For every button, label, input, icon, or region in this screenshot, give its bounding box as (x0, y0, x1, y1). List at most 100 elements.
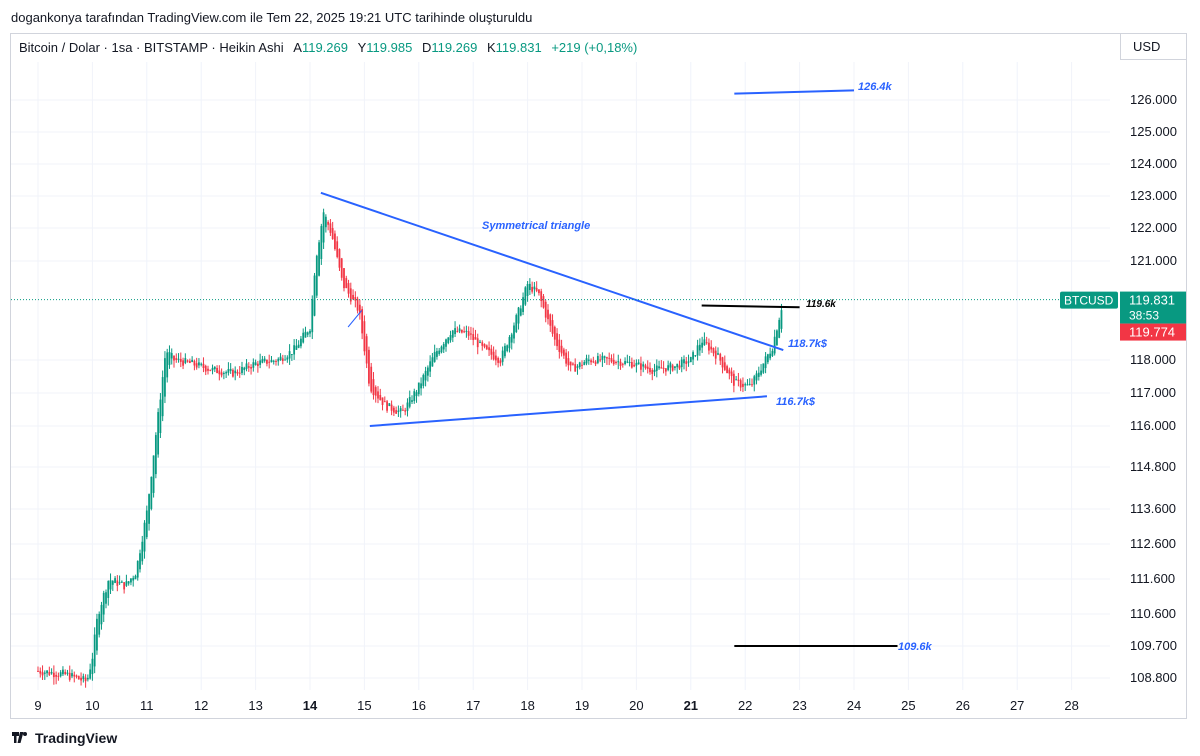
candle-body (84, 677, 87, 682)
candle-body (377, 391, 379, 399)
candle-body (302, 332, 305, 343)
candle-body (578, 362, 581, 368)
candle-body (551, 320, 554, 334)
candle-body (692, 352, 694, 360)
candle-body (270, 359, 273, 363)
candle-body (41, 672, 44, 676)
candle-body (624, 361, 626, 365)
candle-body (596, 356, 599, 363)
candle-body (732, 373, 735, 386)
candle-body (565, 352, 568, 364)
triangle-upper-trendline (320, 191, 784, 352)
candle-body (628, 361, 631, 363)
chart-frame (10, 33, 1187, 719)
upper-trendline-label: 118.7k$ (788, 338, 828, 350)
candle-body (667, 365, 670, 370)
candle-body (343, 268, 345, 289)
chart-attribution: dogankonya tarafından TradingView.com il… (11, 10, 533, 25)
candle-body (599, 359, 602, 361)
candle-body (445, 339, 447, 347)
candle-body (73, 674, 76, 677)
candle-body (132, 577, 135, 581)
candle-body (515, 315, 518, 333)
candle-body (413, 391, 416, 402)
candle-body (553, 326, 556, 340)
candle-body (48, 671, 51, 675)
candle-body (125, 581, 128, 586)
candle-body (57, 675, 60, 677)
candle-body (336, 241, 339, 257)
candle-body (356, 298, 359, 311)
candle-body (440, 346, 443, 353)
price-tick-label: 110.600 (1130, 606, 1176, 621)
candle-body (334, 233, 336, 250)
candle-body (277, 358, 280, 362)
candle-body (499, 360, 502, 364)
close-value: 119.831 (495, 40, 542, 55)
candle-body (315, 255, 318, 296)
candle-body (447, 337, 450, 344)
candle-body (626, 361, 629, 363)
candle-body (136, 560, 139, 578)
candle-body (114, 578, 116, 583)
candle-body (746, 384, 749, 386)
marker-price-box (1120, 323, 1186, 341)
candle-body (170, 353, 173, 359)
currency-selector[interactable]: USD (1120, 34, 1186, 60)
candle-body (506, 345, 509, 352)
candle-body (234, 370, 237, 374)
candle-body (55, 674, 58, 677)
candle-body (263, 358, 266, 361)
candle-body (139, 553, 141, 570)
candle-body (476, 338, 479, 348)
candle-body (68, 672, 71, 680)
candle-body (603, 356, 606, 358)
candle-body (415, 392, 418, 397)
candle-body (735, 379, 738, 381)
candle-body (259, 360, 262, 365)
candle-body (89, 669, 92, 679)
candle-body (388, 403, 391, 406)
candle-body (148, 494, 150, 524)
price-tick-label: 108.800 (1130, 670, 1177, 685)
open-label: A (293, 40, 302, 55)
candle-body (157, 412, 160, 455)
candle-body (587, 359, 590, 361)
candle-body (241, 366, 243, 374)
candle-body (358, 304, 361, 314)
candle-body (62, 669, 64, 675)
candle-body (698, 344, 701, 351)
candle-body (327, 221, 330, 225)
candle-body (460, 329, 463, 333)
date-tick-label: 14 (303, 698, 318, 713)
candle-body (324, 216, 327, 228)
price-axis: 126.000 125.000 124.000 123.000 122.000 121.0… (1130, 92, 1177, 685)
candle-body (159, 399, 162, 434)
candle-body (463, 331, 466, 333)
candle-body (191, 359, 194, 362)
candle-body (238, 372, 241, 374)
candle-body (168, 352, 171, 365)
candle-body (696, 345, 699, 356)
candle-body (687, 361, 690, 363)
candle-body (130, 578, 132, 583)
symbol-legend[interactable]: Bitcoin / Dolar · 1sa · BITSTAMP · Heiki… (19, 40, 637, 55)
candle-body (451, 330, 454, 338)
candle-body (646, 366, 649, 370)
candle-body (594, 361, 597, 365)
candle-body (352, 294, 354, 300)
candle-body (46, 670, 48, 674)
candle-body (540, 291, 543, 302)
candle-body (590, 360, 592, 363)
candle-body (372, 379, 375, 396)
candle-body (166, 352, 169, 378)
candle-body (513, 325, 515, 339)
candle-body (211, 367, 214, 371)
candle-body (420, 383, 422, 389)
candle-body (703, 339, 706, 346)
date-tick-label: 18 (520, 698, 534, 713)
candle-body (651, 370, 654, 374)
candle-body (701, 342, 704, 348)
candle-body (306, 332, 309, 335)
